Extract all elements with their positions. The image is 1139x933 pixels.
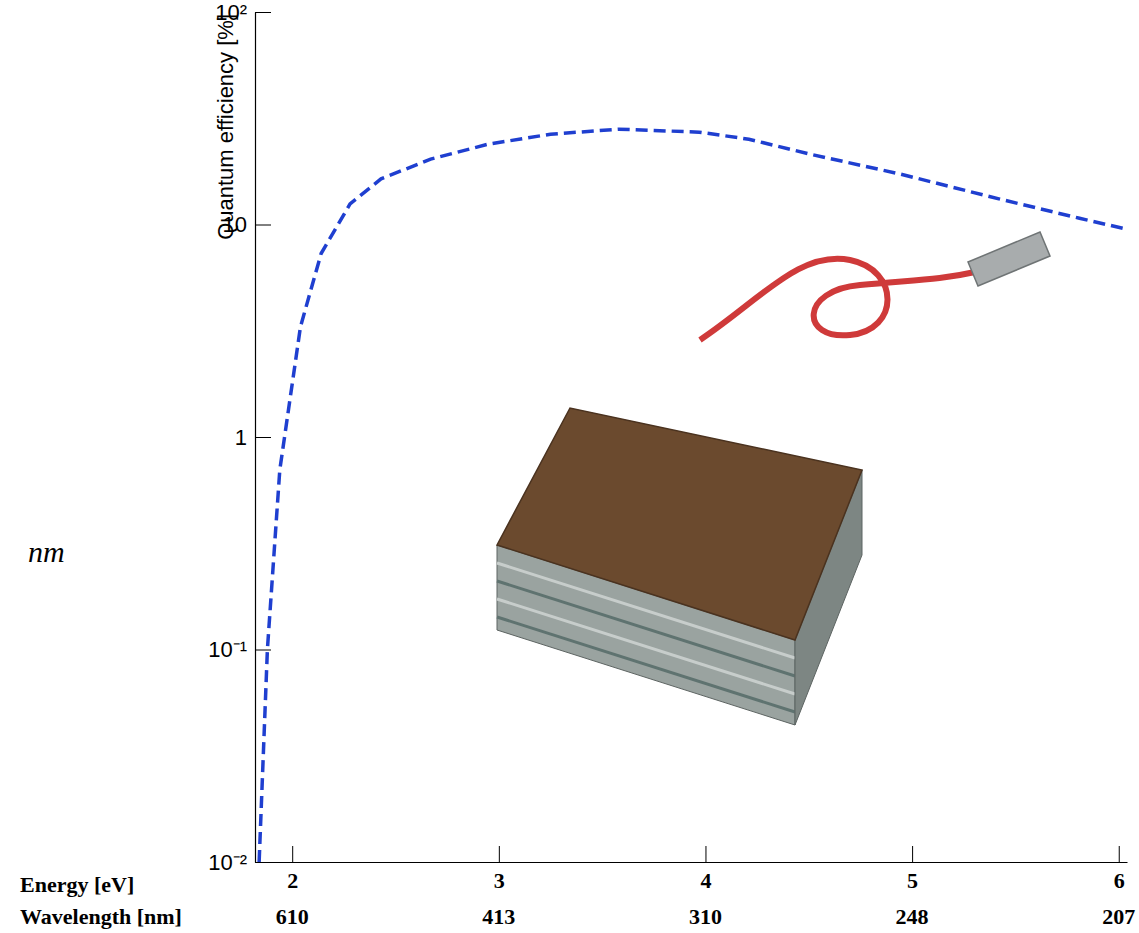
cable	[700, 259, 975, 340]
x-tick: 4	[700, 846, 711, 893]
x-tick-label: 5	[907, 868, 918, 893]
x-tick-mark	[705, 846, 706, 862]
y-tick-label: 10⁻¹	[208, 637, 247, 662]
y-tick-label: 1	[235, 425, 247, 450]
x-tick: 6	[1114, 846, 1125, 893]
y-tick: 10⁻¹	[208, 637, 271, 662]
wavelength-label: 610	[276, 904, 309, 929]
y-tick-mark	[255, 437, 271, 438]
x-tick-label: 4	[700, 868, 711, 893]
y-axis: 10⁻²10⁻¹11010²	[208, 0, 271, 875]
device-photo	[497, 232, 1050, 725]
connector	[968, 232, 1050, 286]
wavelength-label: 310	[689, 904, 722, 929]
wavelength-title: Wavelength [nm]	[20, 904, 182, 929]
x-tick: 3	[494, 846, 505, 893]
x-axis-line	[256, 862, 1128, 863]
x-tick-label: 3	[494, 868, 505, 893]
device-layer	[497, 617, 795, 712]
x-tick-mark	[1119, 846, 1120, 862]
x-tick: 2	[287, 846, 298, 893]
annotation: nm	[28, 535, 65, 568]
x-tick-label: 6	[1114, 868, 1125, 893]
y-tick-mark	[255, 650, 271, 651]
y-tick-mark	[255, 225, 271, 226]
x-axis-title: Energy [eV]	[20, 872, 134, 897]
plot-area	[259, 129, 1123, 862]
chart: 10⁻²10⁻¹11010²23456Energy [eV]Wavelength…	[0, 0, 1139, 933]
x-tick-label: 2	[287, 868, 298, 893]
y-tick-label: 10⁻²	[208, 850, 247, 875]
y-tick-mark	[255, 12, 271, 13]
x-tick-mark	[499, 846, 500, 862]
qe-curve	[259, 129, 1123, 862]
x-tick-mark	[912, 846, 913, 862]
wavelength-label: 207	[1102, 904, 1135, 929]
wavelength-label: 248	[896, 904, 929, 929]
y-axis-title: Quantum efficiency [%]	[213, 14, 238, 240]
x-tick-mark	[292, 846, 293, 862]
x-tick: 5	[907, 846, 918, 893]
wavelength-label: 413	[482, 904, 515, 929]
x-axis: 2 3 4 5 6	[256, 846, 1128, 893]
device-top	[497, 408, 862, 640]
y-tick: 1	[235, 425, 271, 450]
